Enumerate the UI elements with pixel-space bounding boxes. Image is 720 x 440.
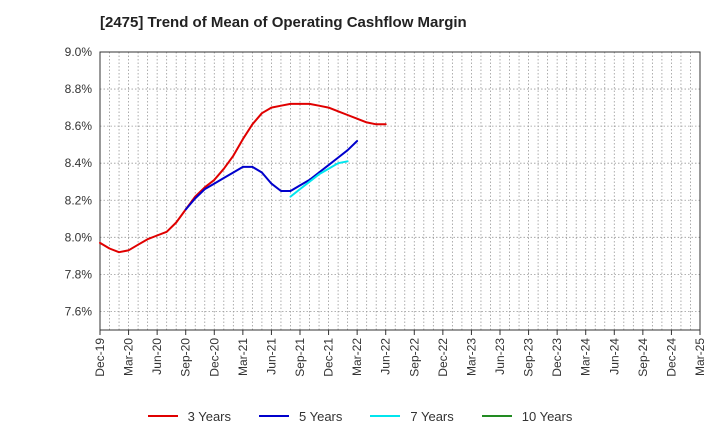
- y-tick-label: 7.6%: [65, 304, 93, 318]
- x-tick-label: Dec-19: [93, 338, 107, 377]
- legend-item-7-years: 7 Years: [370, 404, 454, 428]
- x-tick-label: Sep-20: [179, 338, 193, 377]
- x-tick-label: Jun-20: [150, 338, 164, 375]
- y-tick-label: 8.6%: [65, 119, 93, 133]
- y-tick-label: 9.0%: [65, 45, 93, 59]
- line-chart: 9.0% 8.8% 8.6% 8.4% 8.2% 8.0% 7.8% 7.6% Dec-19 Ma…: [65, 45, 707, 377]
- x-tick-label: Dec-21: [322, 338, 336, 377]
- legend-label-3-years: 3 Years: [187, 408, 231, 424]
- y-tick-label: 8.8%: [65, 82, 93, 96]
- y-tick-label: 8.2%: [65, 193, 93, 207]
- x-tick-label: Dec-23: [550, 338, 564, 377]
- x-tick-label: Mar-25: [693, 338, 707, 376]
- series-line-5-years: [184, 140, 359, 211]
- plot-area: [100, 52, 700, 330]
- chart-title: [2475] Trend of Mean of Operating Cashfl…: [100, 14, 467, 31]
- legend-swatch-10-years: [481, 415, 512, 417]
- x-tick-label: Mar-22: [350, 338, 364, 376]
- x-tick-label: Jun-23: [493, 338, 507, 375]
- x-tick-label: Sep-22: [407, 338, 421, 377]
- y-tick-label: 8.0%: [65, 230, 93, 244]
- legend-item-5-years: 5 Years: [259, 404, 342, 428]
- x-tick-label: Sep-21: [293, 338, 307, 377]
- legend-swatch-3-years: [147, 415, 178, 417]
- legend-label-5-years: 5 Years: [299, 408, 343, 424]
- series-line-3-years: [99, 102, 387, 254]
- chart-legend: 3 Years 5 Years 7 Years 10 Years: [0, 404, 720, 428]
- y-tick-label: 8.4%: [65, 156, 93, 170]
- legend-item-3-years: 3 Years: [147, 404, 231, 428]
- x-tick-label: Dec-20: [207, 338, 221, 377]
- plot-border: [99, 51, 701, 331]
- x-tick-label: Mar-24: [579, 338, 593, 376]
- x-tick-label: Jun-24: [607, 338, 621, 375]
- legend-swatch-5-years: [259, 415, 289, 417]
- x-tick-label: Sep-24: [636, 338, 650, 377]
- x-tick-label: Mar-21: [236, 338, 250, 376]
- x-tick-label: Jun-22: [379, 338, 393, 375]
- legend-label-10-years: 10 Years: [521, 408, 573, 424]
- x-tick-label: Sep-23: [522, 338, 536, 377]
- x-tick-label: Mar-23: [464, 338, 478, 376]
- series-line-7-years: [289, 160, 349, 198]
- legend-item-10-years: 10 Years: [481, 404, 573, 428]
- x-tick-label: Jun-21: [264, 338, 278, 375]
- legend-swatch-7-years: [370, 415, 401, 417]
- x-tick-label: Dec-24: [664, 338, 678, 377]
- y-tick-label: 7.8%: [65, 267, 93, 281]
- x-tick-label: Mar-20: [122, 338, 136, 376]
- legend-label-7-years: 7 Years: [410, 408, 454, 424]
- x-tick-label: Dec-22: [436, 338, 450, 377]
